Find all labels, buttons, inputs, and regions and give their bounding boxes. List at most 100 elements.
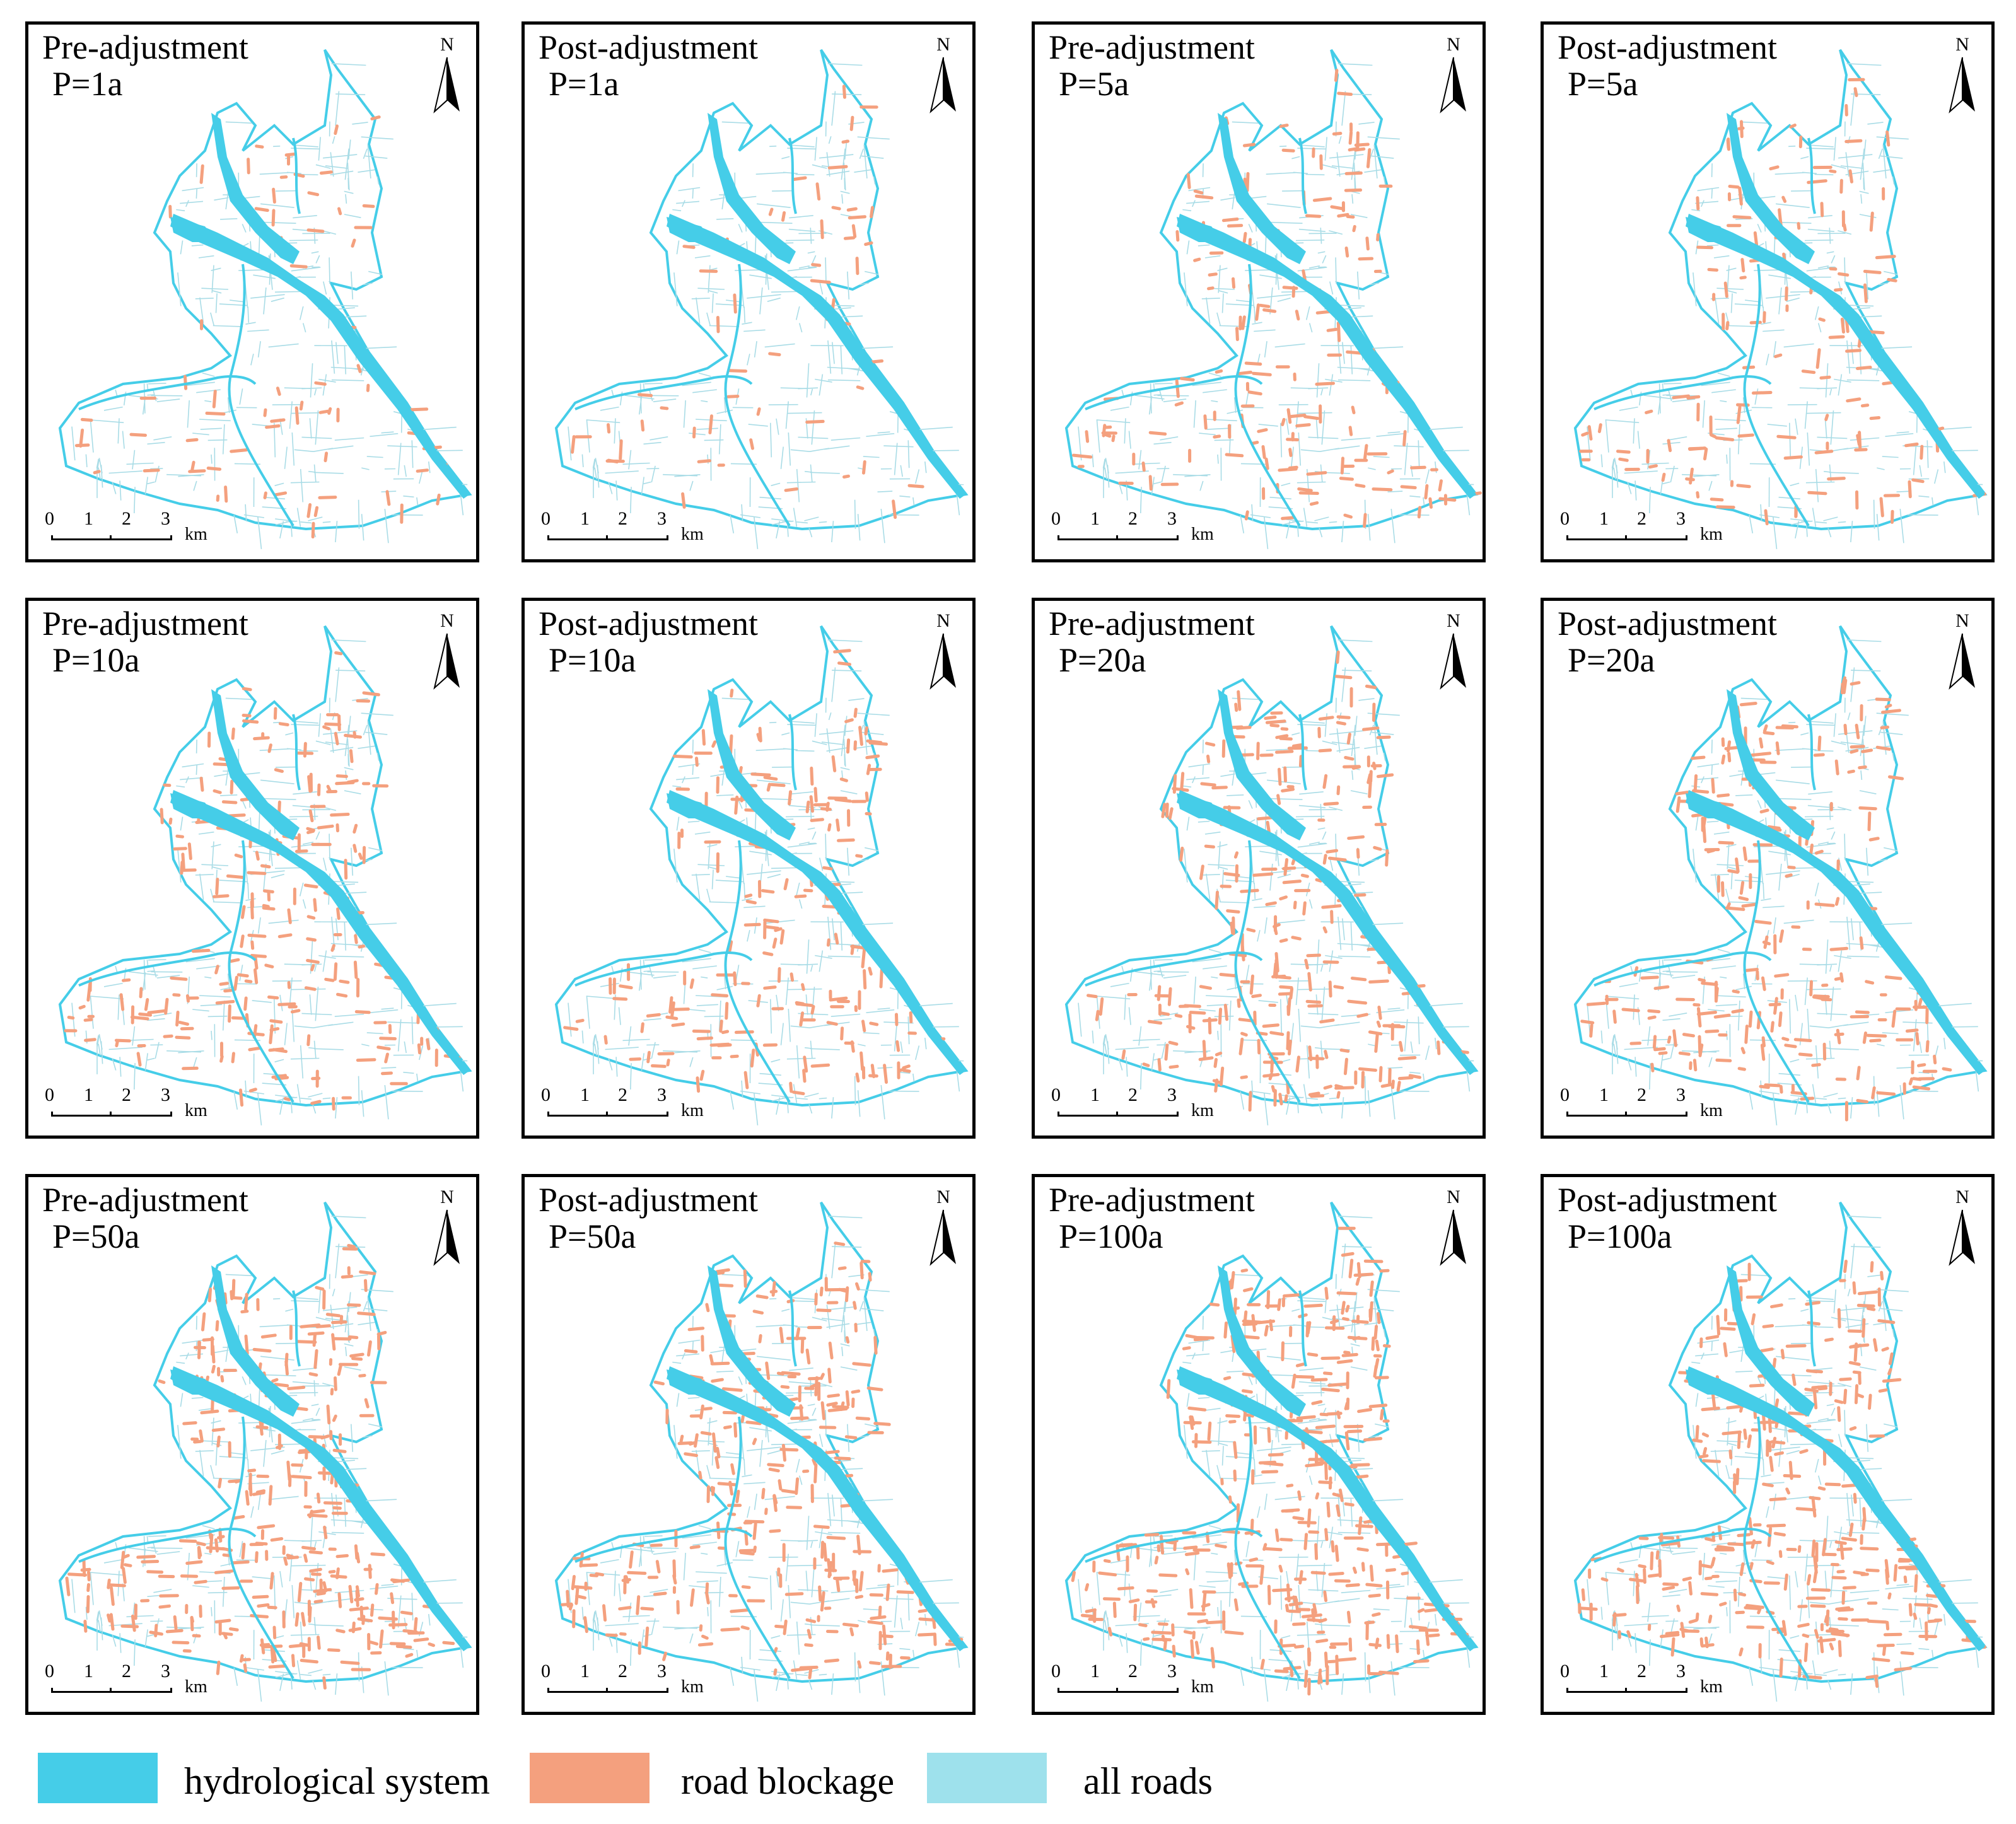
road-segment — [694, 255, 711, 258]
road-blockage-segment — [1373, 1325, 1378, 1340]
road-blockage-segment — [743, 922, 761, 927]
road-segment — [643, 441, 661, 445]
road-segment — [755, 748, 787, 752]
road-blockage-segment — [851, 224, 857, 238]
road-blockage-segment — [1586, 1001, 1606, 1006]
road-segment — [1892, 176, 1895, 185]
road-segment — [1331, 741, 1355, 745]
road-blockage-segment — [1368, 1030, 1383, 1036]
road-segment — [180, 1393, 184, 1407]
road-segment — [810, 388, 813, 396]
road-blockage-segment — [767, 1463, 784, 1467]
road-blockage-segment — [214, 1538, 219, 1553]
road-blockage-segment — [845, 1286, 849, 1303]
road-blockage-segment — [1376, 1020, 1382, 1028]
road-blockage-segment — [1736, 405, 1742, 424]
road-segment — [798, 1589, 829, 1592]
road-blockage-segment — [1205, 741, 1216, 747]
road-segment — [1216, 312, 1221, 326]
road-blockage-segment — [1315, 1492, 1320, 1500]
road-blockage-segment — [1324, 1528, 1329, 1542]
road-segment — [1885, 433, 1914, 437]
road-segment — [151, 395, 183, 397]
road-segment — [1232, 1274, 1259, 1277]
road-blockage-segment — [1838, 272, 1850, 277]
road-segment — [1153, 1594, 1172, 1598]
road-blockage-segment — [709, 1354, 714, 1366]
road-blockage-segment — [1850, 745, 1865, 749]
road-segment — [192, 1009, 209, 1012]
road-blockage-segment — [1151, 1637, 1172, 1642]
road-segment — [1711, 189, 1713, 199]
road-blockage-segment — [563, 1026, 579, 1031]
road-blockage-segment — [852, 1362, 871, 1367]
road-blockage-segment — [858, 1571, 864, 1592]
road-blockage-segment — [1305, 999, 1322, 1004]
road-segment — [857, 1666, 861, 1693]
road-blockage-segment — [231, 1515, 245, 1520]
road-segment — [1342, 1246, 1372, 1248]
district-boundary — [58, 1201, 472, 1683]
road-blockage-segment — [794, 894, 807, 898]
road-segment — [1717, 948, 1730, 953]
road-blockage-segment — [738, 1548, 755, 1553]
road-blockage-segment — [1770, 1021, 1774, 1033]
road-segment — [1829, 388, 1832, 396]
road-segment — [804, 516, 819, 521]
road-blockage-segment — [256, 1474, 269, 1478]
road-blockage-segment — [1347, 999, 1368, 1005]
scale-bar: 0 1 2 3 km — [42, 1661, 207, 1705]
road-blockage-segment — [277, 933, 293, 938]
district-boundary — [554, 625, 969, 1107]
road-blockage-segment — [185, 1560, 203, 1565]
road-segment — [1182, 785, 1192, 788]
road-segment — [840, 921, 843, 951]
road-segment — [738, 1376, 743, 1385]
road-blockage-segment — [1326, 849, 1339, 854]
road-blockage-segment — [870, 1064, 876, 1079]
scale-unit: km — [681, 525, 704, 544]
road-segment — [227, 1550, 230, 1566]
road-segment — [1943, 1037, 1946, 1050]
road-blockage-segment — [595, 1572, 605, 1577]
road-blockage-segment — [1652, 1035, 1657, 1049]
road-blockage-segment — [1678, 1051, 1691, 1056]
road-blockage-segment — [762, 951, 774, 956]
road-blockage-segment — [1882, 381, 1894, 386]
road-segment — [721, 697, 749, 700]
road-blockage-segment — [1612, 1009, 1617, 1024]
road-blockage-segment — [1161, 803, 1167, 818]
road-blockage-segment — [574, 1585, 580, 1605]
scale-unit: km — [1700, 1101, 1723, 1120]
road-blockage-segment — [827, 1558, 832, 1577]
road-segment — [821, 1318, 844, 1322]
road-blockage-segment — [358, 944, 366, 949]
road-blockage-segment — [1336, 321, 1341, 342]
road-blockage-segment — [1245, 171, 1250, 192]
road-segment — [1159, 390, 1163, 402]
road-blockage-segment — [1302, 269, 1307, 282]
road-segment — [1128, 431, 1131, 449]
road-segment — [335, 1097, 338, 1119]
road-blockage-segment — [869, 1661, 881, 1665]
road-segment — [103, 982, 123, 987]
road-segment — [1716, 288, 1744, 290]
road-blockage-segment — [304, 986, 317, 991]
road-blockage-segment — [221, 800, 238, 805]
road-blockage-segment — [1259, 753, 1274, 757]
road-segment — [1353, 738, 1356, 767]
road-blockage-segment — [270, 1537, 284, 1542]
road-segment — [1850, 91, 1855, 126]
road-segment — [352, 1274, 368, 1277]
road-segment — [678, 187, 701, 192]
road-blockage-segment — [216, 1435, 221, 1448]
road-blockage-segment — [644, 1626, 650, 1647]
road-segment — [747, 1506, 750, 1518]
road-segment — [1713, 255, 1730, 258]
road-blockage-segment — [1774, 973, 1790, 978]
river-channel — [1594, 375, 1772, 410]
road-segment — [600, 406, 619, 411]
road-blockage-segment — [144, 998, 149, 1011]
road-segment — [830, 1013, 861, 1017]
road-segment — [1258, 424, 1278, 427]
